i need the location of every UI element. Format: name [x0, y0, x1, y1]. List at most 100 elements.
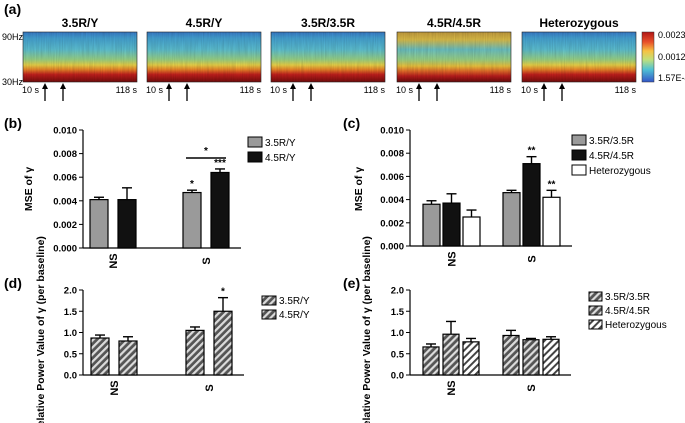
legend-label: 3.5R/3.5R	[605, 292, 650, 303]
bar-35R35R-NS	[422, 346, 440, 376]
y-tick-label: 0.006	[53, 173, 77, 184]
bar-45RY-S	[210, 171, 230, 249]
time-end-label: 118 s	[615, 85, 637, 95]
y-tick-label: 1.5	[391, 307, 405, 318]
legend: 3.5R/Y 4.5R/Y	[261, 295, 310, 321]
spectrogram-title: 3.5R/Y	[62, 16, 99, 30]
arrow-head-2	[184, 83, 190, 89]
legend-swatch	[571, 149, 587, 161]
panel-label: (c)	[343, 115, 360, 131]
panel-label: (e)	[343, 275, 360, 291]
time-end-label: 118 s	[240, 85, 262, 95]
spectrogram-2: 4.5R/Y 10 s 118 s	[146, 16, 261, 101]
y-tick-label: 0.002	[380, 218, 404, 229]
panel-label: (d)	[4, 275, 22, 291]
spectrogram-texture	[147, 32, 261, 82]
time-start-label: 10 s	[521, 85, 539, 95]
colorbar-max: 0.0023	[658, 30, 685, 40]
significance-mark: *	[190, 179, 194, 190]
legend-label: Heterozygous	[605, 320, 667, 331]
legend-label: 4.5R/Y	[265, 153, 296, 164]
time-end-label: 118 s	[490, 85, 512, 95]
chart-d: (d) 0.0 0.5 1.0 1.5 2.0 Relative Power Value o…	[4, 236, 310, 423]
legend-swatch	[247, 136, 263, 148]
spectrogram-frame	[146, 31, 262, 83]
bar-35RY-NS	[89, 199, 109, 249]
chart-e: (e) 0.0 0.5 1.0 1.5 2.0 Relative Power Value o…	[343, 236, 667, 423]
legend: 3.5R/3.5R 4.5R/4.5R Heterozygous	[571, 134, 651, 177]
significance-mark: *	[221, 287, 225, 298]
legend-swatch	[261, 309, 277, 320]
arrow-head-2	[434, 83, 440, 89]
y-axis-label: Relative Power Value of γ (per baseline)	[35, 236, 47, 423]
legend-swatch	[588, 305, 603, 316]
x-category-label: NS	[446, 380, 458, 395]
bar-45R45R-NS	[442, 333, 460, 376]
legend-swatch	[571, 134, 587, 146]
significance-mark: ***	[214, 158, 226, 169]
spectrogram-texture	[522, 32, 636, 82]
legend-label: 4.5R/4.5R	[605, 306, 650, 317]
arrow-head-1	[541, 83, 547, 89]
y-axis-label: Relative Power Value of γ (per baseline)	[361, 236, 373, 423]
arrow-head-2	[60, 83, 66, 89]
bar-Heterozygous-S	[542, 196, 561, 247]
spectrogram-frame	[22, 31, 138, 83]
bar-45R45R-S	[522, 339, 540, 376]
bar-Heterozygous-NS	[462, 216, 481, 247]
spectrogram-title: Heterozygous	[539, 16, 619, 30]
time-end-label: 118 s	[364, 85, 386, 95]
chart-c: (c) 0.000 0.002 0.004 0.006 0.008 0.010 MSE of …	[343, 115, 651, 267]
x-category-label: NS	[447, 251, 459, 266]
freq-bottom-label: 30Hz	[2, 77, 24, 87]
colorbar-mid: 0.0012	[658, 52, 685, 62]
spectrogram-frame	[396, 31, 512, 83]
x-category-label: S	[204, 384, 216, 391]
time-start-label: 10 s	[270, 85, 288, 95]
bar-Heterozygous-S	[542, 338, 560, 376]
spectrogram-texture	[271, 32, 385, 82]
x-category-label: NS	[108, 253, 120, 268]
bar-45R45R-S	[522, 163, 541, 247]
y-tick-label: 0.000	[53, 244, 77, 255]
y-tick-label: 0.010	[380, 126, 404, 137]
y-tick-label: 0.010	[53, 126, 77, 137]
spectrogram-texture	[397, 32, 511, 82]
time-end-label: 118 s	[116, 85, 138, 95]
spectrogram-5: Heterozygous 10 s 118 s	[521, 16, 636, 101]
bar-35RY-S	[185, 329, 205, 376]
x-category-label: S	[201, 257, 213, 264]
colorbar: 0.0023 0.0012 1.57E-4	[641, 30, 685, 83]
spectrogram-row: (a) 90Hz 30Hz 3.5R/Y 10 s 118 s 4.5R/Y 10 s 1…	[2, 1, 636, 101]
bar-45R45R-NS	[442, 202, 461, 247]
bar-45RY-NS	[118, 340, 138, 376]
y-tick-label: 0.0	[64, 371, 77, 382]
y-tick-label: 1.5	[64, 307, 78, 318]
legend-label: 3.5R/3.5R	[589, 136, 634, 147]
arrow-head-1	[42, 83, 48, 89]
y-tick-label: 0.004	[380, 195, 404, 206]
spectrogram-3: 3.5R/3.5R 10 s 118 s	[270, 16, 385, 101]
bracket-significance: *	[204, 146, 208, 157]
bar-35R35R-S	[502, 192, 521, 247]
bar-35RY-NS	[90, 337, 110, 376]
y-tick-label: 0.5	[391, 349, 405, 360]
x-category-label: NS	[109, 380, 121, 395]
legend-swatch	[588, 291, 603, 302]
y-tick-label: 0.0	[391, 371, 404, 382]
bar-45RY-NS	[117, 199, 137, 249]
y-axis-label: MSE of γ	[353, 167, 365, 211]
arrow-head-2	[559, 83, 565, 89]
y-tick-label: 0.008	[53, 149, 77, 160]
y-tick-label: 2.0	[64, 286, 77, 297]
arrow-head-1	[416, 83, 422, 89]
significance-mark: **	[528, 146, 536, 157]
bar-35R35R-S	[502, 334, 520, 376]
x-category-label: S	[527, 255, 539, 262]
significance-mark: **	[548, 179, 556, 190]
y-tick-label: 0.008	[380, 149, 404, 160]
panel-label-a: (a)	[4, 1, 21, 17]
time-start-label: 10 s	[22, 85, 40, 95]
legend-swatch	[261, 295, 277, 306]
